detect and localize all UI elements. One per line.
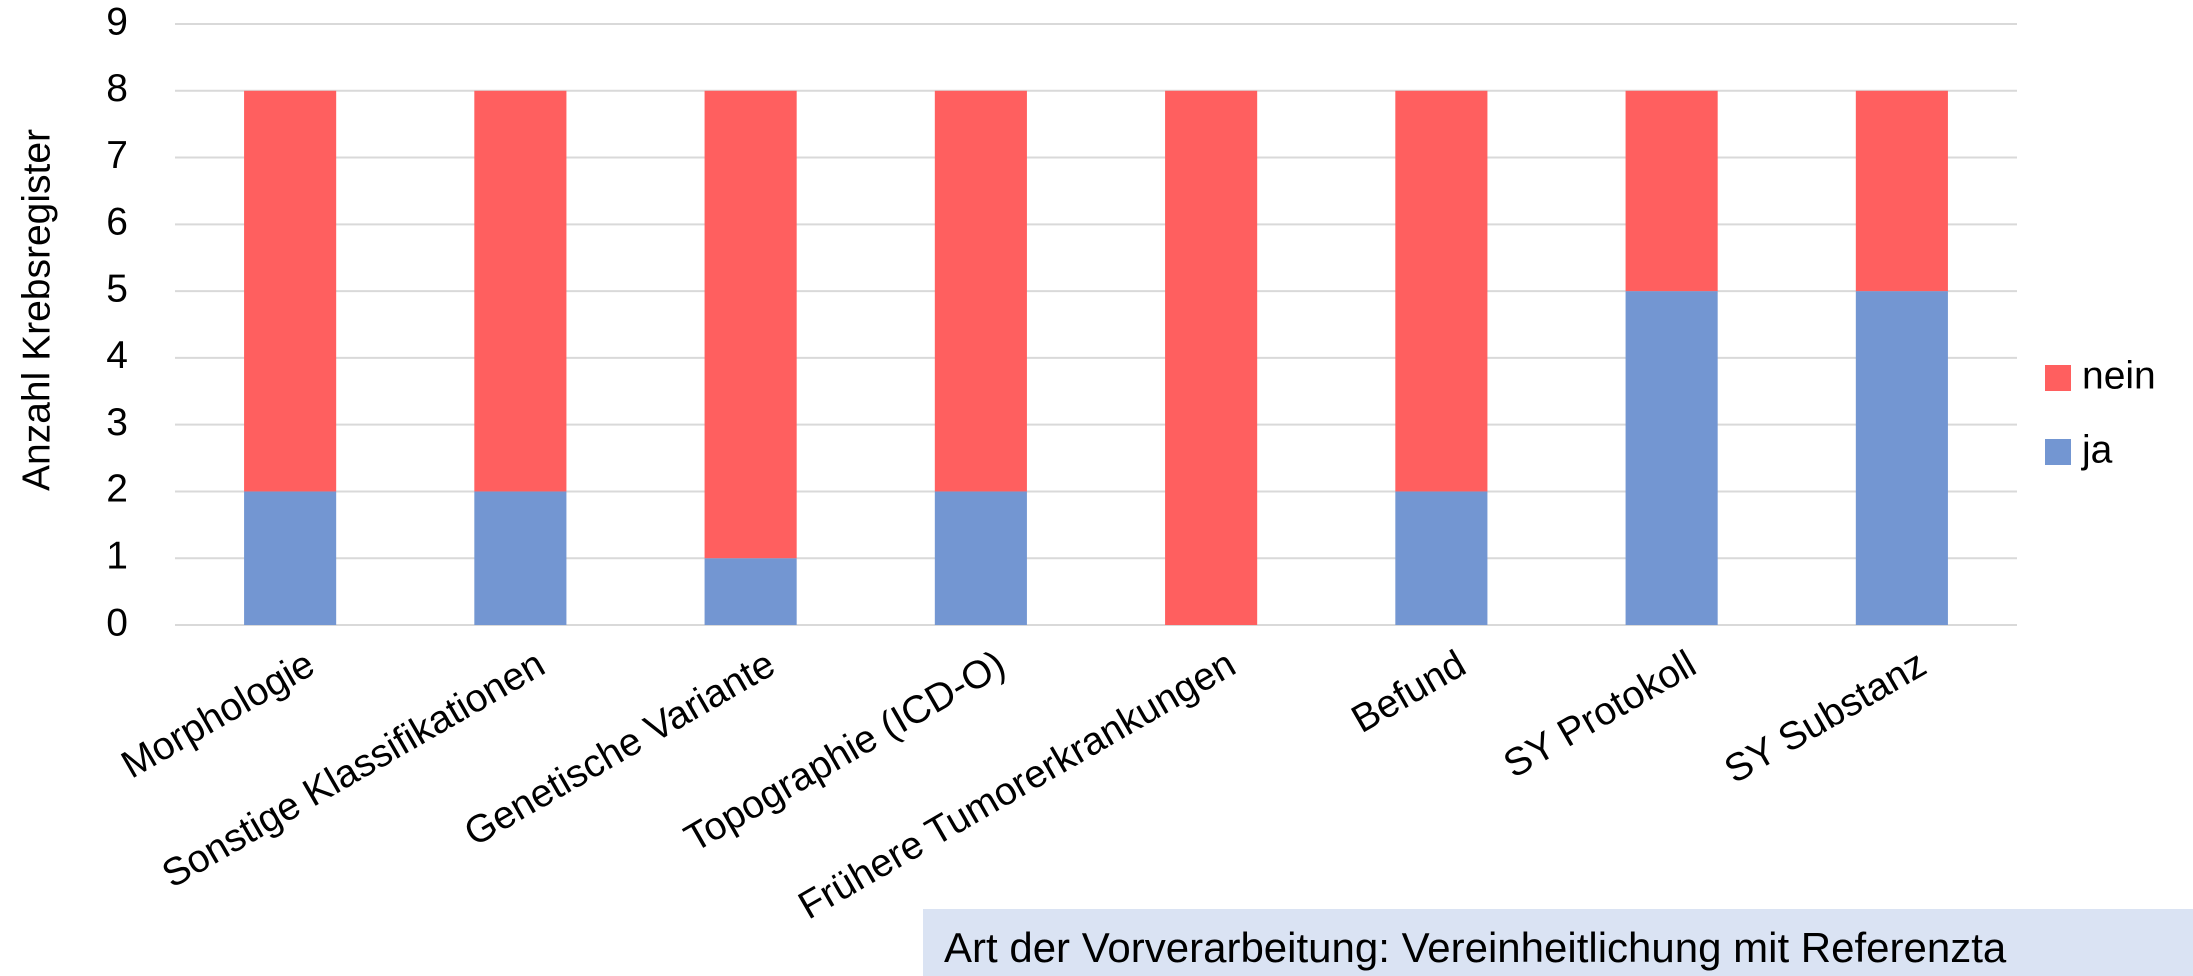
bar-segment [1625, 291, 1718, 625]
bar-segment [1855, 291, 1948, 625]
y-tick-label: 0 [106, 601, 128, 644]
y-tick-label: 6 [106, 201, 128, 244]
y-tick-label: 4 [106, 334, 128, 377]
bar-segment [244, 90, 337, 492]
y-tick-label: 9 [106, 0, 128, 43]
y-tick-label: 3 [106, 401, 128, 444]
legend-swatch [2045, 439, 2071, 465]
bar-segment [1855, 90, 1948, 292]
annotation-box [923, 909, 2193, 976]
bar-segment [1625, 90, 1718, 292]
legend-label: nein [2082, 354, 2156, 397]
x-tick-label: SY Protokoll [1497, 642, 1704, 786]
bar-segment [1395, 491, 1488, 625]
x-tick-label: SY Substanz [1717, 642, 1933, 792]
x-tick-label: Frühere Tumorerkrankungen [791, 642, 1242, 927]
y-axis-label: Anzahl Krebsregister [15, 129, 58, 491]
bar-segment [704, 558, 797, 625]
x-tick-label: Befund [1344, 642, 1473, 741]
bar-segment [474, 491, 567, 625]
legend-label: ja [2081, 428, 2113, 471]
bar-segment [704, 90, 797, 559]
bar-segment [934, 491, 1027, 625]
annotation: Art der Vorverarbeitung: Vereinheitlichu… [944, 924, 2007, 971]
y-tick-label: 5 [106, 267, 128, 310]
bar-segment [1165, 90, 1258, 626]
bar-segment [934, 90, 1027, 492]
y-tick-label: 8 [106, 67, 128, 110]
bar-segment [244, 491, 337, 625]
bar-segment [474, 90, 567, 492]
legend-swatch [2045, 365, 2071, 391]
y-tick-label: 7 [106, 134, 128, 177]
y-tick-label: 1 [106, 535, 128, 578]
x-tick-label: Morphologie [114, 642, 321, 787]
y-tick-label: 2 [106, 468, 128, 511]
bar-segment [1395, 90, 1488, 492]
x-tick-label: Sonstige Klassifikationen [155, 642, 552, 896]
